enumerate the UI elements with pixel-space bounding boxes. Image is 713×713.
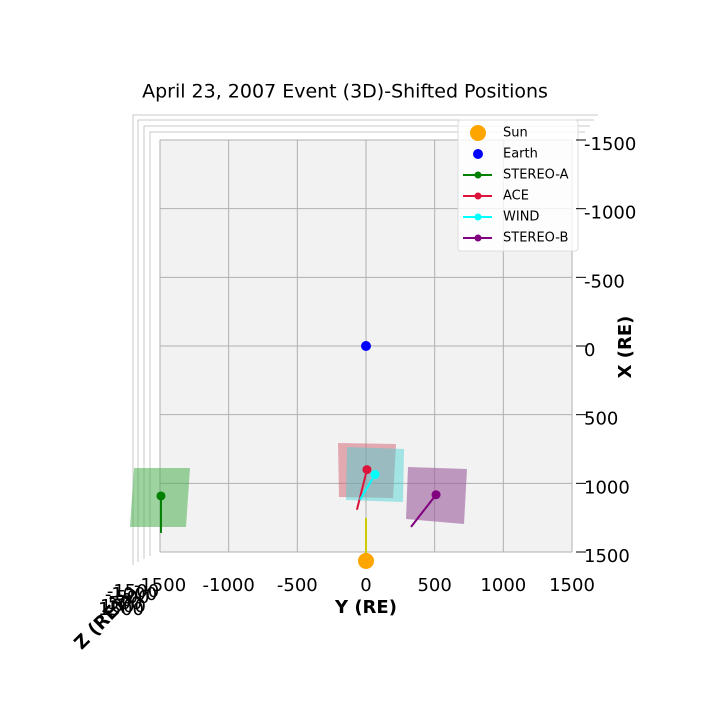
vector-line — [359, 474, 376, 501]
y-tick-label: 1500 — [584, 546, 630, 567]
x-tick-label: 0 — [360, 575, 371, 596]
legend-box — [457, 119, 579, 252]
legend-marker — [474, 234, 482, 242]
legend-label: Sun — [503, 126, 528, 141]
x-axis-label: Y (RE) — [334, 597, 397, 618]
vector-line — [355, 469, 368, 510]
legend-label: Earth — [503, 147, 538, 162]
pane-frame — [132, 114, 598, 565]
legend-marker — [470, 125, 486, 141]
x-tick-label: -1000 — [203, 575, 255, 596]
z-tick-label: -1500 — [107, 581, 159, 602]
legend-marker — [474, 171, 482, 179]
legend-marker — [473, 149, 483, 159]
vector-line — [410, 494, 437, 528]
point — [370, 470, 380, 480]
point — [361, 341, 371, 351]
z-tick-label: -500 — [109, 587, 150, 608]
z-tick-label: 1000 — [100, 596, 146, 617]
z-tick-label: -1000 — [105, 584, 157, 605]
legend-label: STEREO-A — [503, 168, 569, 183]
y-tick-label: -1500 — [584, 134, 636, 155]
point — [362, 465, 372, 475]
z-tick-label: 0 — [121, 590, 132, 611]
x-tick-label: 1000 — [480, 575, 526, 596]
marks — [156, 341, 441, 569]
legend-marker — [474, 192, 482, 200]
y-tick-label: 1000 — [584, 477, 630, 498]
legend-label: ACE — [503, 189, 529, 204]
point — [156, 491, 166, 501]
z-tick-label: 1500 — [98, 599, 144, 620]
y-tick-label: 500 — [584, 409, 618, 430]
legend: Sun Earth STEREO-A ACE WIND STEREO-B — [463, 125, 569, 246]
x-tick-label: 500 — [417, 575, 451, 596]
y-axis-label: X (RE) — [615, 316, 636, 379]
z-tick-label: 500 — [108, 593, 142, 614]
point — [431, 490, 441, 500]
legend-label: WIND — [503, 210, 539, 225]
y-tick-label: -1000 — [584, 203, 636, 224]
legend-marker — [474, 213, 482, 221]
y-tick-label: -500 — [584, 271, 625, 292]
x-tick-label: -500 — [277, 575, 318, 596]
legend-label: STEREO-B — [503, 231, 568, 246]
x-tick-label: 1500 — [549, 575, 595, 596]
point — [358, 552, 374, 569]
y-tick-label: 0 — [584, 340, 595, 361]
x-tick-label: -1500 — [134, 575, 186, 596]
chart-title: April 23, 2007 Event (3D)-Shifted Positi… — [142, 81, 548, 103]
